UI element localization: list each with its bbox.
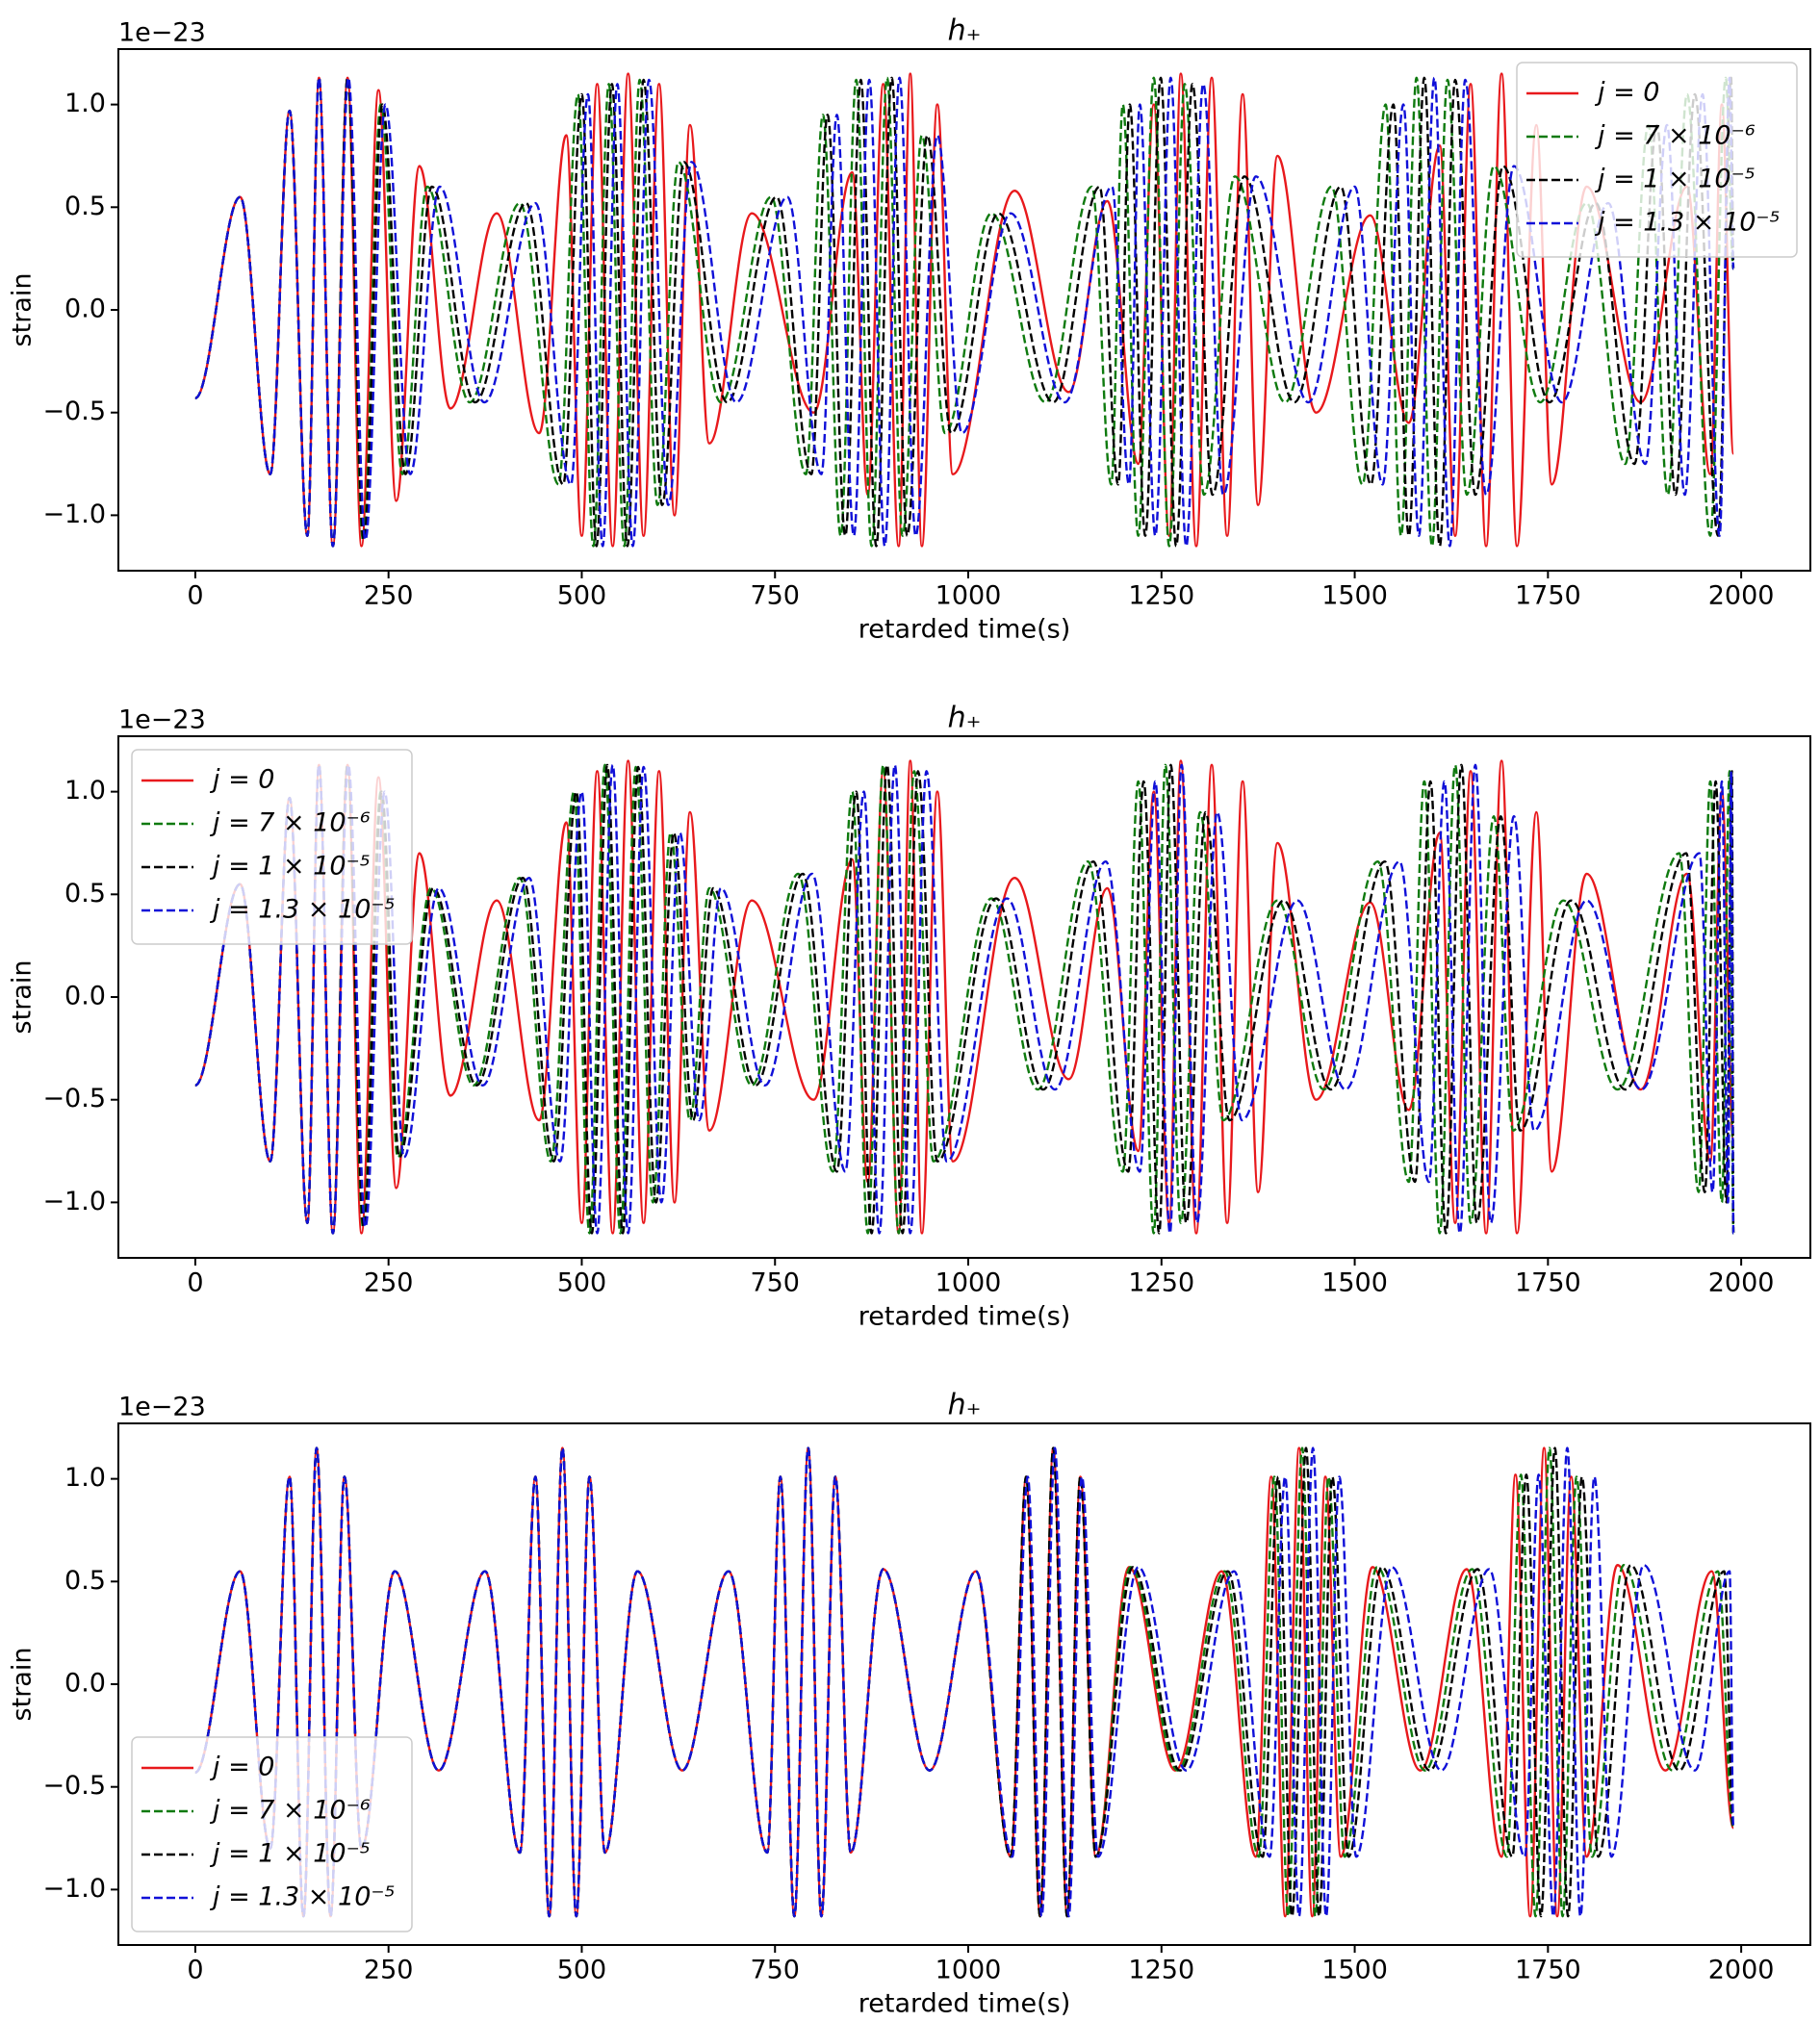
y-tick-label: −1.0 (42, 499, 106, 529)
legend-label: j = 1 × 10⁻⁵ (209, 852, 371, 882)
legend-box (1516, 62, 1798, 258)
y-tick-label: 0.0 (64, 1669, 106, 1699)
x-tick-label: 1750 (1515, 1268, 1581, 1298)
axes-frame (117, 48, 1811, 572)
x-tick-label: 1750 (1515, 1956, 1581, 1985)
series-line (194, 76, 1735, 548)
series-line (194, 763, 1735, 1235)
legend-label: j = 1.3 × 10⁻⁵ (209, 1882, 395, 1912)
y-offset-label: 1e−23 (118, 1393, 206, 1422)
legend-label: j = 0 (209, 765, 274, 795)
legend-label: j = 1.3 × 10⁻⁵ (209, 895, 395, 925)
subplot: h₊ 1e−23 retarded time(s) strain 0 250 500 750 1… (8, 14, 1811, 645)
chart-title: h₊ (948, 14, 982, 48)
x-tick-label: 250 (364, 581, 414, 611)
x-tick-label: 1500 (1321, 1956, 1388, 1985)
subplot: h₊ 1e−23 retarded time(s) strain 0 250 500 750 1… (8, 702, 1811, 1332)
y-tick-label: −0.5 (42, 1084, 106, 1113)
legend: j = 0 j = 7 × 10⁻⁶ j = 1 × 10⁻⁵ j = 1.3 × 1… (131, 1736, 413, 1932)
axes-frame (117, 1422, 1811, 1946)
plot-area (194, 72, 1735, 548)
x-tick-label: 1750 (1515, 581, 1581, 611)
x-tick-label: 0 (187, 581, 203, 611)
y-tick-label: 0.0 (64, 982, 106, 1011)
x-tick-label: 1000 (936, 1268, 1002, 1298)
series-line (194, 763, 1735, 1235)
x-tick-label: 250 (364, 1956, 414, 1985)
y-tick-label: −1.0 (42, 1187, 106, 1216)
x-tick-label: 250 (364, 1268, 414, 1298)
x-tick-label: 2000 (1708, 1956, 1775, 1985)
y-tick-label: −1.0 (42, 1874, 106, 1904)
y-axis-label: strain (8, 1648, 38, 1722)
x-tick-label: 2000 (1708, 581, 1775, 611)
x-tick-label: 500 (557, 581, 607, 611)
legend-box (131, 1736, 413, 1932)
y-tick-label: 0.0 (64, 294, 106, 324)
y-tick-label: 0.5 (64, 1566, 106, 1596)
x-tick-label: 750 (750, 581, 800, 611)
x-tick-label: 0 (187, 1956, 203, 1985)
chart-title: h₊ (948, 1389, 982, 1422)
x-tick-label: 1250 (1128, 1268, 1194, 1298)
x-tick-label: 1250 (1128, 581, 1194, 611)
x-tick-label: 1250 (1128, 1956, 1194, 1985)
y-tick-label: 1.0 (64, 1463, 106, 1493)
subplot: h₊ 1e−23 retarded time(s) strain 0 250 500 750 1… (8, 1389, 1811, 2019)
y-tick-label: 1.0 (64, 776, 106, 806)
series-line (194, 76, 1735, 548)
series-line (194, 72, 1735, 548)
series-line (194, 1446, 1735, 1918)
legend-label: j = 0 (209, 1753, 274, 1782)
x-tick-label: 1500 (1321, 1268, 1388, 1298)
legend-box (131, 749, 413, 945)
x-tick-label: 1500 (1321, 581, 1388, 611)
legend: j = 0 j = 7 × 10⁻⁶ j = 1 × 10⁻⁵ j = 1.3 × 1… (131, 749, 413, 945)
x-tick-label: 2000 (1708, 1268, 1775, 1298)
legend-label: j = 0 (1594, 78, 1659, 108)
legend-label: j = 7 × 10⁻⁶ (1594, 121, 1756, 151)
y-offset-label: 1e−23 (118, 18, 206, 48)
x-tick-label: 1000 (936, 581, 1002, 611)
legend-label: j = 1 × 10⁻⁵ (209, 1839, 371, 1869)
x-tick-label: 500 (557, 1956, 607, 1985)
y-axis-label: strain (8, 960, 38, 1035)
y-tick-label: −0.5 (42, 397, 106, 426)
y-tick-label: 0.5 (64, 879, 106, 909)
y-offset-label: 1e−23 (118, 705, 206, 735)
x-tick-label: 1000 (936, 1956, 1002, 1985)
legend: j = 0 j = 7 × 10⁻⁶ j = 1 × 10⁻⁵ j = 1.3 × 1… (1516, 62, 1798, 258)
axes-frame (117, 735, 1811, 1259)
legend-label: j = 7 × 10⁻⁶ (209, 808, 371, 838)
x-tick-label: 500 (557, 1268, 607, 1298)
x-tick-label: 0 (187, 1268, 203, 1298)
y-axis-label: strain (8, 273, 38, 347)
legend-label: j = 1 × 10⁻⁵ (1594, 165, 1756, 194)
plot-area (194, 1446, 1735, 1918)
legend-label: j = 7 × 10⁻⁶ (209, 1796, 371, 1826)
y-tick-label: 1.0 (64, 89, 106, 118)
legend-label: j = 1.3 × 10⁻⁵ (1594, 208, 1780, 238)
series-line (194, 759, 1735, 1235)
x-tick-label: 750 (750, 1268, 800, 1298)
x-axis-label: retarded time(s) (859, 615, 1070, 645)
x-axis-label: retarded time(s) (859, 1302, 1070, 1332)
chart-title: h₊ (948, 702, 982, 735)
series-line (194, 1446, 1735, 1918)
plot-area (194, 759, 1735, 1235)
x-axis-label: retarded time(s) (859, 1989, 1070, 2019)
x-tick-label: 750 (750, 1956, 800, 1985)
y-tick-label: 0.5 (64, 192, 106, 221)
y-tick-label: −0.5 (42, 1771, 106, 1801)
